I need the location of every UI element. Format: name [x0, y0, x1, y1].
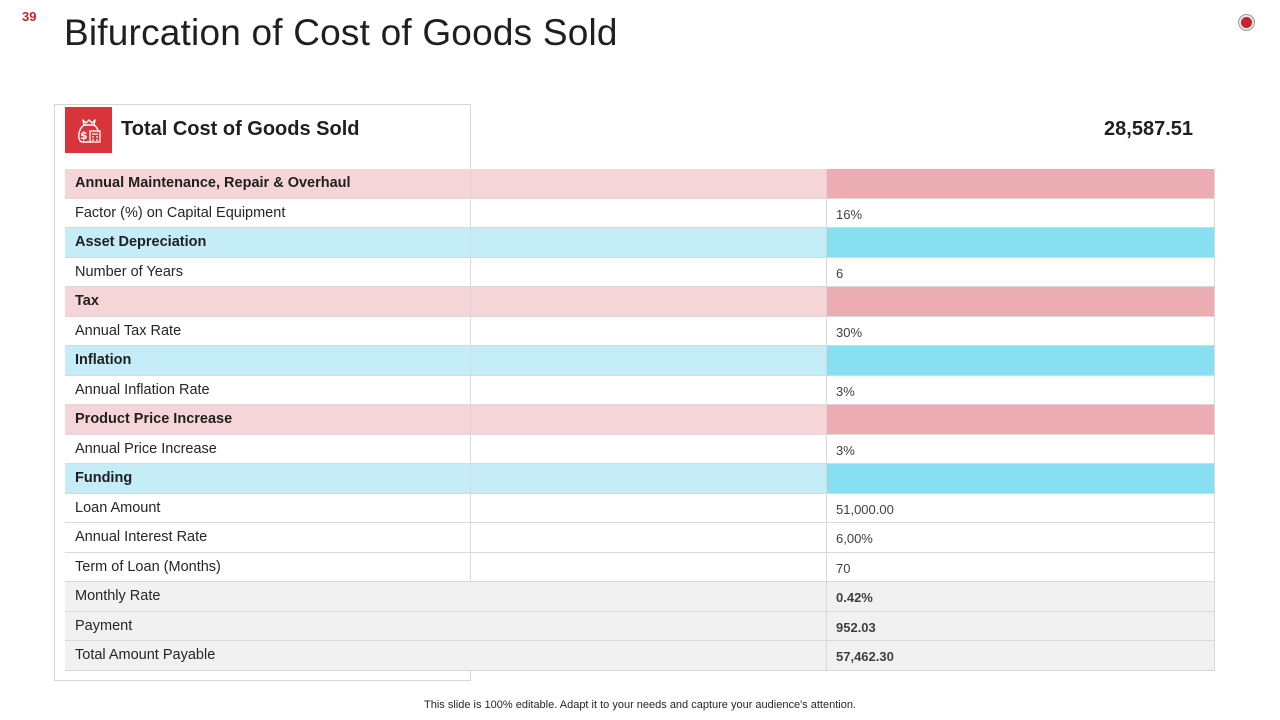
row-label: Number of Years: [65, 257, 471, 286]
row-label: Annual Tax Rate: [65, 316, 471, 345]
table-row: Annual Tax Rate 30%: [65, 316, 1215, 346]
svg-text:$: $: [80, 129, 88, 142]
row-label: Total Amount Payable: [65, 641, 827, 670]
row-spacer-cell: [471, 523, 827, 552]
row-value: 0.42%: [827, 582, 1215, 611]
row-value: 6: [827, 257, 1215, 286]
row-label: Factor (%) on Capital Equipment: [65, 198, 471, 227]
row-value: 6,00%: [827, 523, 1215, 552]
row-spacer-cell: [471, 493, 827, 522]
row-spacer-cell: [471, 228, 827, 257]
row-label: Annual Price Increase: [65, 434, 471, 463]
summary-row: Total Amount Payable 57,462.30: [65, 641, 1215, 671]
row-value: 3%: [827, 434, 1215, 463]
row-label: Funding: [65, 464, 471, 493]
row-label: Annual Inflation Rate: [65, 375, 471, 404]
row-value: 3%: [827, 375, 1215, 404]
row-spacer-cell: [471, 346, 827, 375]
slide-number: 39: [22, 9, 37, 24]
card-title: Total Cost of Goods Sold: [121, 118, 360, 140]
row-spacer-cell: [471, 287, 827, 316]
row-label: Inflation: [65, 346, 471, 375]
page-title: Bifurcation of Cost of Goods Sold: [64, 12, 618, 53]
row-label: Monthly Rate: [65, 582, 827, 611]
row-spacer-cell: [471, 169, 827, 198]
row-value: [827, 464, 1215, 493]
money-bag-icon: $: [65, 107, 112, 153]
section-header-row: Tax: [65, 287, 1215, 317]
row-spacer-cell: [471, 405, 827, 434]
section-header-row: Inflation: [65, 346, 1215, 376]
row-label: Loan Amount: [65, 493, 471, 522]
table-row: Annual Price Increase 3%: [65, 434, 1215, 464]
row-label: Payment: [65, 611, 827, 640]
row-value: 51,000.00: [827, 493, 1215, 522]
footer-note: This slide is 100% editable. Adapt it to…: [424, 699, 856, 711]
row-spacer-cell: [471, 198, 827, 227]
total-cost-value: 28,587.51: [1104, 118, 1193, 140]
section-header-row: Funding: [65, 464, 1215, 494]
section-header-row: Asset Depreciation: [65, 228, 1215, 258]
row-label: Annual Maintenance, Repair & Overhaul: [65, 169, 471, 198]
row-spacer-cell: [471, 257, 827, 286]
row-label: Annual Interest Rate: [65, 523, 471, 552]
section-header-row: Annual Maintenance, Repair & Overhaul: [65, 169, 1215, 199]
row-value: [827, 228, 1215, 257]
table-row: Annual Inflation Rate 3%: [65, 375, 1215, 405]
table-row: Annual Interest Rate 6,00%: [65, 523, 1215, 553]
row-value: 57,462.30: [827, 641, 1215, 670]
row-value: [827, 169, 1215, 198]
row-label: Product Price Increase: [65, 405, 471, 434]
row-spacer-cell: [471, 434, 827, 463]
row-value: [827, 346, 1215, 375]
row-spacer-cell: [471, 316, 827, 345]
row-value: 30%: [827, 316, 1215, 345]
row-value: 16%: [827, 198, 1215, 227]
table-row: Factor (%) on Capital Equipment 16%: [65, 198, 1215, 228]
section-header-row: Product Price Increase: [65, 405, 1215, 435]
row-label: Tax: [65, 287, 471, 316]
table-row: Term of Loan (Months) 70: [65, 552, 1215, 582]
row-label: Term of Loan (Months): [65, 552, 471, 581]
summary-row: Monthly Rate 0.42%: [65, 582, 1215, 612]
corner-dot-icon: [1239, 15, 1254, 30]
row-spacer-cell: [471, 552, 827, 581]
cost-table: Annual Maintenance, Repair & Overhaul Fac…: [65, 169, 1215, 671]
row-value: 70: [827, 552, 1215, 581]
table-row: Loan Amount 51,000.00: [65, 493, 1215, 523]
row-value: 952.03: [827, 611, 1215, 640]
row-spacer-cell: [471, 375, 827, 404]
row-value: [827, 287, 1215, 316]
row-label: Asset Depreciation: [65, 228, 471, 257]
summary-row: Payment 952.03: [65, 611, 1215, 641]
row-spacer-cell: [471, 464, 827, 493]
row-value: [827, 405, 1215, 434]
table-row: Number of Years 6: [65, 257, 1215, 287]
